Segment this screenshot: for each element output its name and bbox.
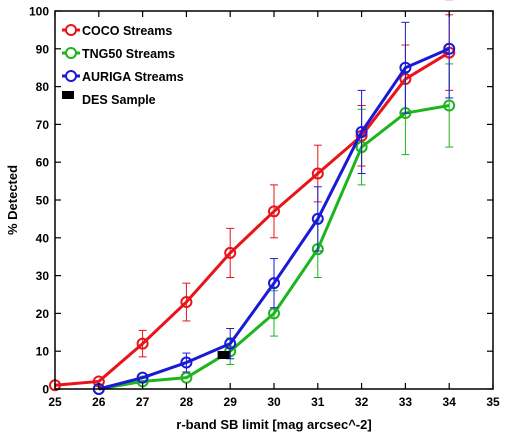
x-tick-label: 33	[399, 395, 413, 409]
legend-swatch-marker	[66, 71, 76, 81]
x-tick-label: 25	[48, 395, 62, 409]
y-tick-label: 40	[36, 231, 50, 245]
x-tick-label: 29	[224, 395, 238, 409]
legend-label: TNG50 Streams	[82, 47, 175, 61]
legend-swatch-marker	[66, 25, 76, 35]
legend-label: AURIGA Streams	[82, 70, 184, 84]
legend-label: DES Sample	[82, 93, 156, 107]
x-tick-label: 31	[311, 395, 325, 409]
series-line	[99, 106, 449, 390]
legend: COCO Streams TNG50 Streams AURIGA Streams D…	[62, 24, 184, 107]
y-tick-label: 90	[36, 42, 50, 56]
x-tick-label: 35	[486, 395, 500, 409]
y-tick-label: 70	[36, 118, 50, 132]
y-tick-label: 0	[42, 383, 49, 397]
y-tick-label: 30	[36, 269, 50, 283]
y-tick-label: 100	[29, 5, 49, 19]
x-tick-label: 34	[443, 395, 457, 409]
x-tick-label: 32	[355, 395, 369, 409]
y-tick-label: 10	[36, 345, 50, 359]
x-axis-title: r-band SB limit [mag arcsec^-2]	[176, 417, 371, 432]
legend-swatch-marker	[66, 48, 76, 58]
y-tick-label: 20	[36, 307, 50, 321]
x-tick-label: 26	[92, 395, 106, 409]
y-tick-label: 60	[36, 156, 50, 170]
axis-layer: 25 26 27 28 29 30 31 32 33 34 35 0 10 20 30 40 50 60 70 80 9…	[5, 5, 500, 433]
x-tick-label: 28	[180, 395, 194, 409]
y-tick-label: 50	[36, 194, 50, 208]
y-tick-label: 80	[36, 80, 50, 94]
x-tick-label: 30	[267, 395, 281, 409]
legend-label: COCO Streams	[82, 24, 172, 38]
y-axis-title: % Detected	[5, 165, 20, 235]
x-tick-label: 27	[136, 395, 150, 409]
des-sample-marker	[218, 351, 230, 359]
legend-swatch-box	[62, 91, 74, 99]
